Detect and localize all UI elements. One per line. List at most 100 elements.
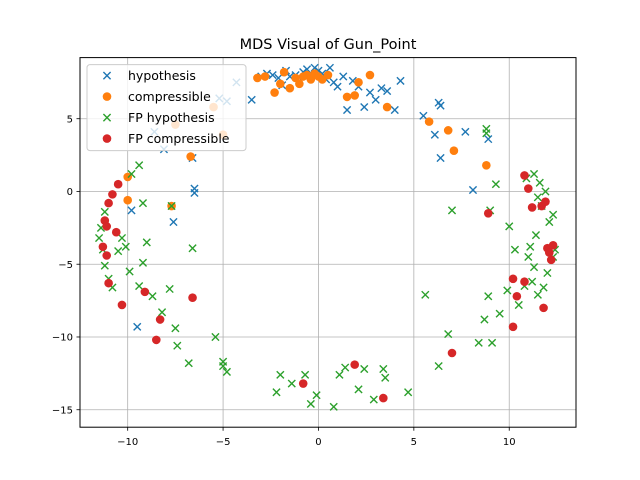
- hypothesis-point: [371, 95, 380, 104]
- compressible-point: [323, 70, 333, 80]
- legend-entry-fp-hypothesis: FP hypothesis: [102, 110, 215, 125]
- plot-points: [94, 63, 560, 411]
- chart-title: MDS Visual of Gun_Point: [240, 37, 417, 53]
- fp-hypothesis-point: [421, 290, 430, 299]
- legend-marker-compressible: [102, 92, 112, 101]
- compressible-point: [449, 146, 459, 156]
- legend: hypothesis compressible FP hypothesis FP co…: [86, 64, 247, 152]
- fp-hypothesis-point: [100, 261, 109, 270]
- fp-compressible-point: [379, 393, 388, 403]
- fp-compressible-point: [520, 171, 529, 180]
- fp-hypothesis-point: [434, 361, 443, 371]
- fp-hypothesis-point: [354, 385, 363, 394]
- fp-compressible-point: [117, 300, 127, 310]
- fp-compressible-point: [104, 198, 113, 208]
- fp-hypothesis-point: [165, 284, 174, 294]
- y-tick-label: −15: [52, 405, 73, 416]
- legend-frame: [86, 64, 247, 152]
- compressible-point: [382, 102, 392, 112]
- fp-hypothesis-point: [474, 338, 483, 347]
- fp-hypothesis-point: [447, 206, 457, 215]
- fp-hypothesis-point: [222, 367, 231, 377]
- compressible-point: [253, 73, 262, 83]
- fp-hypothesis-point: [484, 292, 493, 301]
- fp-compressible-point: [155, 315, 165, 324]
- fp-compressible-point: [541, 197, 550, 206]
- legend-entry-fp-compressible: FP compressible: [102, 131, 230, 146]
- fp-hypothesis-point: [539, 283, 548, 292]
- compressible-point: [276, 79, 285, 89]
- hypothesis-point: [383, 86, 392, 96]
- fp-hypothesis-point: [529, 263, 539, 272]
- compressible-point: [482, 160, 491, 170]
- fp-hypothesis-point: [335, 370, 344, 379]
- fp-hypothesis-point: [117, 233, 127, 243]
- compressible-point: [285, 83, 295, 93]
- legend-label-fp-hypothesis: FP hypothesis: [128, 110, 215, 125]
- fp-hypothesis-point: [312, 391, 321, 400]
- hypothesis-point: [419, 111, 428, 120]
- fp-hypothesis-point: [543, 268, 552, 278]
- fp-hypothesis-point: [495, 309, 504, 318]
- hypothesis-point: [377, 84, 386, 93]
- compressible-point: [260, 72, 270, 81]
- fp-hypothesis-point: [360, 364, 369, 374]
- fp-compressible-point: [508, 322, 518, 332]
- fp-compressible-point: [104, 278, 113, 288]
- fp-hypothesis-point: [287, 379, 296, 388]
- fp-hypothesis-point: [526, 242, 535, 251]
- fp-compressible-point: [483, 208, 493, 218]
- fp-compressible-point: [102, 222, 112, 231]
- hypothesis-point: [268, 70, 277, 80]
- fp-hypothesis-point: [533, 193, 542, 202]
- fp-hypothesis-point: [503, 286, 512, 295]
- fp-hypothesis-point: [444, 329, 453, 339]
- fp-hypothesis-point: [514, 300, 523, 310]
- fp-hypothesis-point: [100, 207, 109, 216]
- fp-compressible-point: [188, 293, 197, 302]
- fp-hypothesis-point: [125, 267, 134, 276]
- fp-compressible-point: [524, 184, 533, 193]
- fp-compressible-point: [298, 379, 308, 388]
- hypothesis-point: [339, 72, 348, 81]
- y-axis: −15 −10 −5 0 5: [52, 114, 80, 416]
- fp-hypothesis-point: [127, 169, 136, 179]
- hypothesis-point: [461, 127, 470, 136]
- y-tick-label: −5: [58, 260, 73, 271]
- fp-hypothesis-point: [480, 315, 489, 324]
- x-tick-label: 10: [503, 437, 516, 448]
- fp-hypothesis-point: [121, 242, 130, 251]
- fp-hypothesis-point: [329, 402, 338, 411]
- compressible-point: [354, 78, 363, 87]
- hypothesis-point: [342, 105, 352, 115]
- fp-hypothesis-point: [157, 308, 167, 317]
- legend-entry-hypothesis: hypothesis: [102, 68, 196, 83]
- compressible-point: [123, 195, 132, 205]
- hypothesis-point: [360, 102, 369, 112]
- fp-hypothesis-point: [341, 363, 350, 372]
- fp-hypothesis-point: [533, 290, 542, 299]
- legend-label-fp-compressible: FP compressible: [128, 131, 230, 146]
- fp-hypothesis-point: [529, 169, 539, 179]
- compressible-point: [443, 126, 453, 135]
- fp-hypothesis-point: [167, 201, 176, 211]
- compressible-point: [295, 79, 304, 89]
- fp-compressible-point: [544, 248, 554, 257]
- fp-hypothesis-point: [218, 357, 228, 366]
- x-tick-label: −5: [216, 437, 231, 448]
- fp-hypothesis-point: [491, 180, 500, 189]
- hypothesis-point: [333, 82, 342, 91]
- fp-hypothesis-point: [528, 277, 537, 286]
- y-tick-label: 0: [67, 187, 73, 198]
- fp-compressible-point: [512, 291, 522, 301]
- legend-label-compressible: compressible: [128, 89, 211, 104]
- fp-hypothesis-point: [276, 370, 285, 379]
- fp-compressible-point: [350, 360, 360, 369]
- hypothesis-point: [325, 63, 335, 72]
- fp-hypothesis-point: [135, 281, 144, 291]
- fp-compressible-point: [152, 335, 161, 345]
- fp-compressible-point: [508, 274, 518, 284]
- plot-area-frame: [79, 57, 577, 428]
- fp-hypothesis-point: [184, 359, 193, 368]
- fp-hypothesis-point: [381, 373, 390, 382]
